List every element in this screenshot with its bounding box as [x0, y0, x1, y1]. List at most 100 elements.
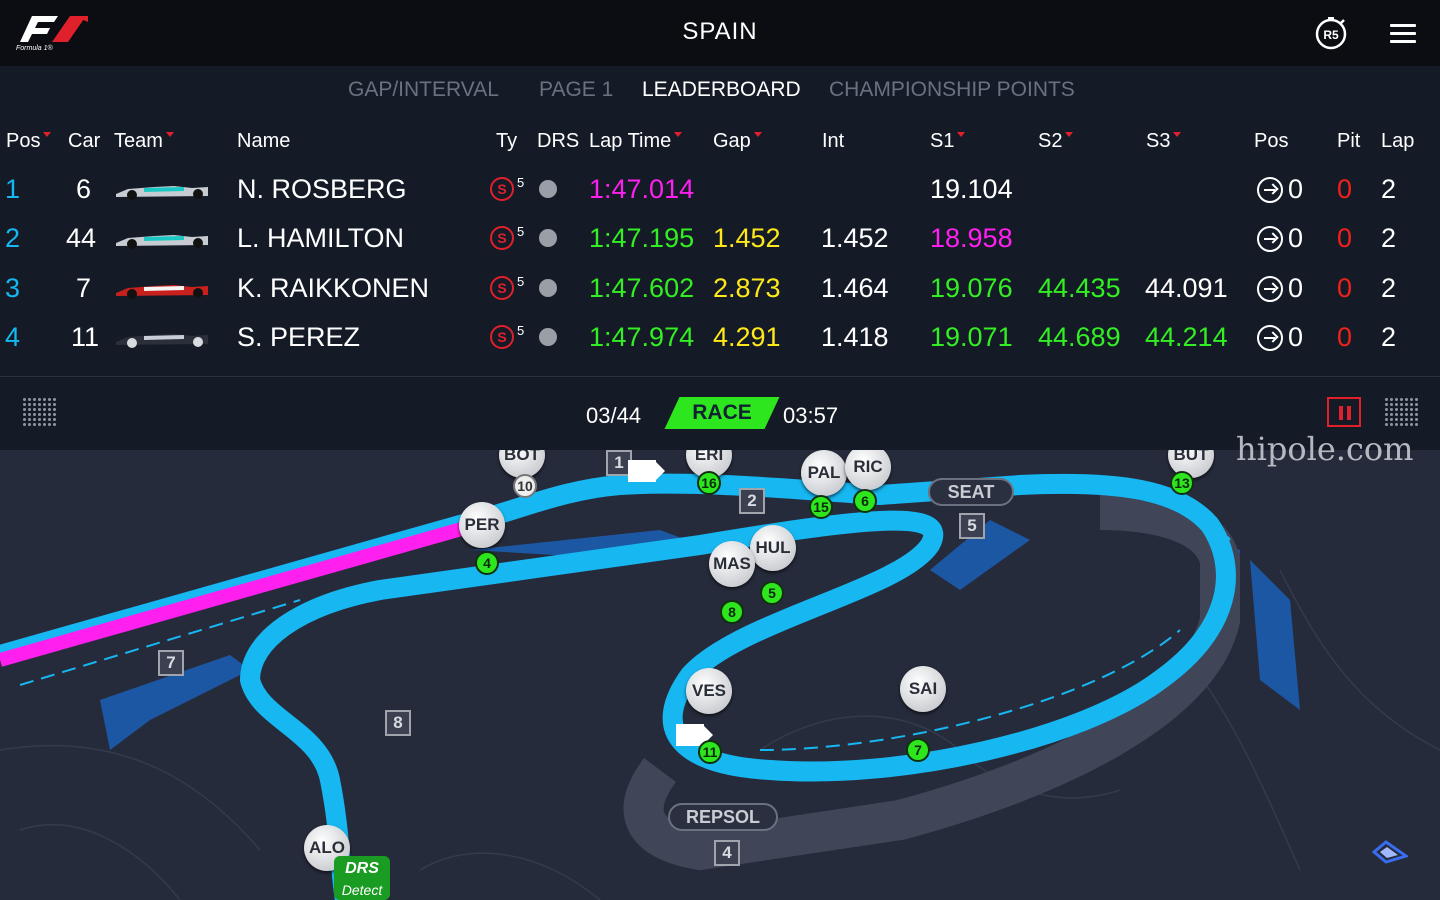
f1-logo[interactable]: Formula 1® [12, 12, 92, 54]
grid-view-icon[interactable] [22, 397, 56, 427]
driver-marker-ves[interactable]: VES [686, 668, 732, 714]
col-gap[interactable]: Gap [713, 130, 762, 153]
row-s3: 44.091 [1145, 273, 1228, 303]
col-s1[interactable]: S1 [930, 130, 966, 153]
tyre-laps: 5 [517, 274, 525, 289]
col-lap-time[interactable]: Lap Time [589, 130, 683, 153]
row-lap-time: 1:47.602 [589, 273, 695, 303]
onboard-camera-icon[interactable] [628, 460, 656, 482]
col-lap-time-label: Lap Time [589, 130, 672, 152]
row-gap: 4.291 [713, 322, 781, 352]
race-status-bar: 03/44 RACE 03:57 [0, 376, 1440, 450]
grid-view-icon-right[interactable] [1384, 397, 1418, 427]
sponsor-board-seat: SEAT [928, 478, 1014, 506]
watermark: hipole.com [1236, 430, 1414, 468]
soft-tyre-icon: S [490, 177, 514, 201]
row-s1: 18.958 [930, 223, 1013, 253]
col-s3[interactable]: S3 [1146, 130, 1182, 153]
lap-counter: 03/44 [586, 403, 642, 428]
driver-number: 7 [906, 738, 930, 762]
col-s2[interactable]: S2 [1038, 130, 1074, 153]
soft-tyre-icon: S [490, 226, 514, 250]
row-car-number: 44 [66, 223, 97, 253]
tab-leaderboard[interactable]: LEADERBOARD [642, 78, 801, 101]
drs-indicator [539, 328, 557, 346]
driver-number: 16 [697, 471, 721, 495]
tyre-laps: 5 [517, 175, 525, 190]
driver-marker-per[interactable]: PER [459, 502, 505, 548]
replay-r5-icon[interactable]: R5 [1314, 16, 1348, 50]
row-car-number: 6 [76, 174, 92, 204]
team-car-icon [116, 186, 208, 200]
tyre-laps: 5 [517, 323, 525, 338]
position-change-icon [1257, 325, 1283, 351]
row-gap: 1.452 [713, 223, 781, 253]
row-lap: 2 [1381, 174, 1397, 204]
pause-button[interactable] [1327, 397, 1361, 427]
row-s1: 19.076 [930, 273, 1013, 303]
r5-label: R5 [1323, 28, 1339, 42]
team-car-icon [116, 334, 208, 348]
row-pit: 0 [1337, 322, 1353, 352]
row-pit: 0 [1337, 273, 1353, 303]
turn-marker-4: 4 [714, 840, 740, 866]
col-lap[interactable]: Lap [1381, 130, 1415, 152]
row-pos-change: 0 [1288, 322, 1304, 352]
onboard-camera-icon[interactable] [676, 724, 704, 746]
row-lap-time: 1:47.974 [589, 322, 695, 352]
track-map[interactable]: 1 2 5 7 8 4 SEAT REPSOL BOT 10 ERI 16 PA… [0, 450, 1440, 900]
tab-gap-interval[interactable]: GAP/INTERVAL [348, 78, 499, 101]
col-team[interactable]: Team [114, 130, 174, 153]
col-pit[interactable]: Pit [1337, 130, 1361, 152]
tab-championship-points[interactable]: CHAMPIONSHIP POINTS [829, 78, 1075, 101]
sort-arrow-icon [957, 132, 966, 138]
driver-number: 4 [475, 551, 499, 575]
col-int[interactable]: Int [822, 130, 845, 152]
sort-arrow-icon [753, 132, 762, 138]
row-lap: 2 [1381, 322, 1397, 352]
row-car-number: 11 [71, 322, 100, 352]
turn-marker-7: 7 [158, 650, 184, 676]
row-s2: 44.435 [1038, 273, 1121, 303]
row-driver-name: S. PEREZ [237, 322, 361, 352]
col-pos[interactable]: Pos [6, 130, 52, 153]
col-team-label: Team [114, 130, 163, 152]
row-pos-change: 0 [1288, 273, 1304, 303]
col-s3-label: S3 [1146, 130, 1171, 152]
map-rotate-icon[interactable] [1372, 838, 1408, 866]
driver-marker-ric[interactable]: RIC [845, 450, 891, 490]
hamburger-menu-icon[interactable] [1390, 24, 1416, 44]
col-name[interactable]: Name [237, 130, 291, 152]
col-car[interactable]: Car [68, 130, 101, 152]
row-lap-time: 1:47.014 [589, 174, 695, 204]
driver-marker-pal[interactable]: PAL [801, 450, 847, 496]
row-lap-time: 1:47.195 [589, 223, 695, 253]
row-pos: 1 [5, 174, 21, 204]
driver-marker-mas[interactable]: MAS [709, 541, 755, 587]
sort-arrow-icon [165, 132, 174, 138]
row-pos: 2 [5, 223, 21, 253]
row-s3: 44.214 [1145, 322, 1228, 352]
col-tyre[interactable]: Ty [496, 130, 518, 152]
driver-number: 8 [720, 600, 744, 624]
drs-label: DRS [345, 860, 379, 877]
row-pit: 0 [1337, 174, 1353, 204]
driver-number: 11 [698, 740, 722, 764]
driver-marker-hul[interactable]: HUL [750, 525, 796, 571]
drs-detection-badge: DRS Detect [334, 856, 390, 900]
turn-marker-1: 1 [606, 450, 632, 476]
drs-detect-label: Detect [341, 882, 383, 898]
row-gap: 2.873 [713, 273, 781, 303]
turn-marker-8: 8 [385, 710, 411, 736]
col-drs[interactable]: DRS [537, 130, 580, 152]
driver-marker-sai[interactable]: SAI [900, 666, 946, 712]
col-pos-change[interactable]: Pos [1254, 130, 1289, 152]
col-pos-label: Pos [6, 130, 41, 152]
tab-page-1[interactable]: PAGE 1 [539, 78, 614, 101]
row-driver-name: N. ROSBERG [237, 174, 407, 204]
col-s2-label: S2 [1038, 130, 1063, 152]
top-bar: Formula 1® SPAIN R5 [0, 0, 1440, 66]
team-car-icon [116, 285, 208, 299]
svg-text:Formula 1®: Formula 1® [16, 44, 54, 52]
soft-tyre-icon: S [490, 276, 514, 300]
